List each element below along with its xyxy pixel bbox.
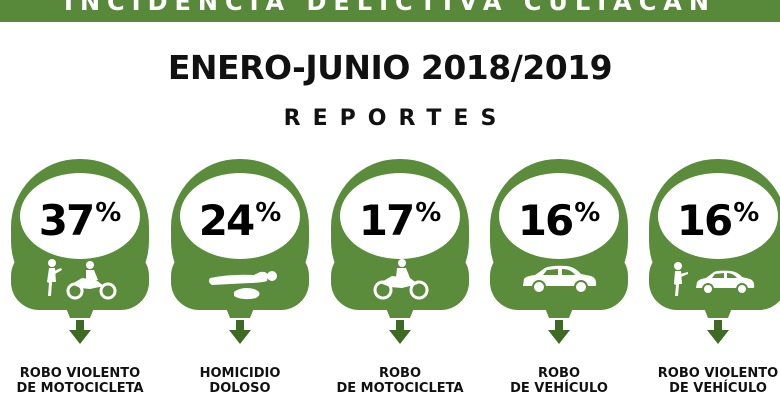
robbery-motorcycle-icon xyxy=(47,259,117,300)
category-label-line: ROBO VIOLENTO xyxy=(19,366,141,381)
category-label-line: HOMICIDIO xyxy=(199,366,281,381)
card-shape xyxy=(331,159,469,344)
percent-sign: % xyxy=(95,198,122,228)
page-subtitle: REPORTES xyxy=(283,106,509,131)
motorcycle-icon xyxy=(373,259,429,300)
category-label-line: DOLOSO xyxy=(209,381,271,396)
header-banner: INCIDENCIA DELICTIVA CULIACÁN xyxy=(0,0,780,22)
category-label-line: ROBO xyxy=(537,366,581,381)
arrow-down-icon xyxy=(548,320,570,344)
percentage-value: 24% xyxy=(170,196,310,245)
stat-card: 24% HOMICIDIO DOLOSO xyxy=(170,158,310,396)
category-label: ROBO DE VEHÍCULO xyxy=(479,366,639,396)
stat-card: 37% ROBO VIOLENTO DE MOTOCICLETA xyxy=(10,158,150,396)
arrow-down-icon xyxy=(389,320,411,344)
banner-title: INCIDENCIA DELICTIVA CULIACÁN xyxy=(64,0,716,16)
car-icon xyxy=(523,265,597,294)
category-label-line: DE MOTOCICLETA xyxy=(336,381,464,396)
category-label-line: DE VEHÍCULO xyxy=(510,381,608,396)
percentage-value: 16% xyxy=(648,196,780,245)
percentage-value: 16% xyxy=(489,196,629,245)
page-title: ENERO-JUNIO 2018/2019 xyxy=(167,48,613,87)
percent-sign: % xyxy=(574,198,601,228)
category-label-line: ROBO VIOLENTO xyxy=(657,366,779,381)
robbery-car-icon xyxy=(674,262,755,296)
arrow-down-icon xyxy=(69,320,91,344)
arrow-down-icon xyxy=(229,320,251,344)
stat-card: 16% ROBO VIOLENTO DE VEHÍCULO xyxy=(648,158,780,396)
percentage-number: 17 xyxy=(358,196,415,245)
category-label-line: ROBO xyxy=(378,366,422,381)
percentage-value: 37% xyxy=(10,196,150,245)
arrow-down-icon xyxy=(707,320,729,344)
percent-sign: % xyxy=(415,198,442,228)
stat-card: 16% ROBO DE VEHÍCULO xyxy=(489,158,629,396)
homicide-icon xyxy=(208,271,277,300)
percentage-number: 37 xyxy=(38,196,95,245)
category-label: ROBO DE MOTOCICLETA xyxy=(320,366,480,396)
card-shape xyxy=(171,159,309,344)
category-label: ROBO VIOLENTO DE MOTOCICLETA xyxy=(0,366,160,396)
percentage-number: 16 xyxy=(676,196,733,245)
percent-sign: % xyxy=(255,198,282,228)
percentage-value: 17% xyxy=(330,196,470,245)
category-label: ROBO VIOLENTO DE VEHÍCULO xyxy=(638,366,780,396)
category-label: HOMICIDIO DOLOSO xyxy=(160,366,320,396)
percentage-number: 16 xyxy=(517,196,574,245)
stat-card: 17% ROBO DE MOTOCICLETA xyxy=(330,158,470,396)
percentage-number: 24 xyxy=(198,196,255,245)
percent-sign: % xyxy=(733,198,760,228)
category-label-line: DE MOTOCICLETA xyxy=(16,381,144,396)
category-label-line: DE VEHÍCULO xyxy=(669,381,767,396)
